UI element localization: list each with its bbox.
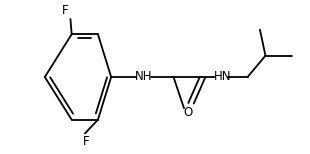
Text: NH: NH	[135, 71, 152, 83]
Text: O: O	[184, 106, 193, 119]
Text: F: F	[83, 135, 90, 148]
Text: F: F	[62, 4, 69, 17]
Text: HN: HN	[214, 71, 231, 83]
